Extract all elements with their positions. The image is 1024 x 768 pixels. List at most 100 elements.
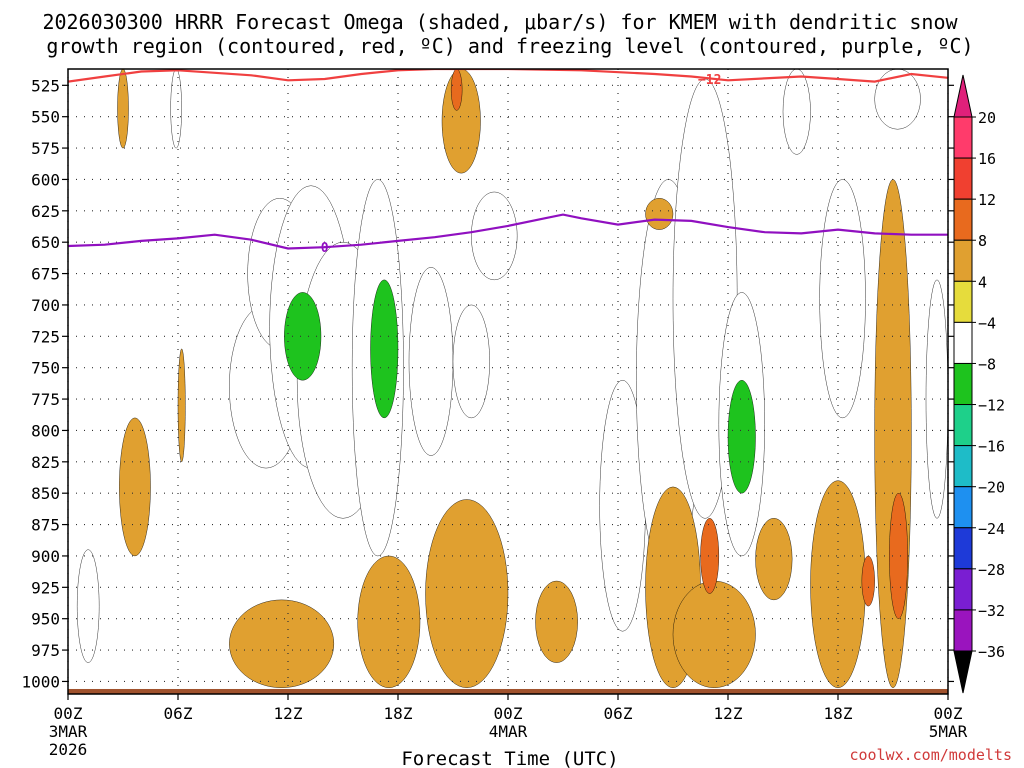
chart-title-line-2: growth region (contoured, red, ºC) and f… [46,34,973,58]
omega-region-22 [535,580,578,663]
omega-region-12 [782,69,811,155]
omega-region-38 [861,555,875,607]
y-tick-label-875: 875 [31,516,60,535]
colorbar-label-10: −24 [978,520,1005,538]
y-tick-label-950: 950 [31,610,60,629]
omega-region-33 [370,279,399,419]
colorbar-swatch-7 [953,404,973,447]
x-tick-date-24: 4MAR [489,722,528,741]
omega-region-30 [177,348,186,463]
y-tick-label-900: 900 [31,547,60,566]
omega-region-5 [408,267,454,456]
y-tick-label-750: 750 [31,359,60,378]
colorbar-label-1: 16 [978,150,996,168]
colorbar-label-13: −36 [978,643,1005,661]
omega-region-7 [471,191,518,281]
colorbar-label-2: 12 [978,191,996,209]
omega-region-37 [889,492,908,619]
colorbar-label-8: −16 [978,438,1005,456]
colorbar-swatch-2 [953,198,973,241]
x-tick-label-48: 00Z [934,704,963,723]
colorbar-swatch-0 [953,116,973,159]
x-tick-label-36: 12Z [714,704,743,723]
omega-region-16 [76,549,100,663]
colorbar-swatch-4 [953,280,973,323]
omega-region-34 [727,380,756,494]
omega-region-31 [645,198,674,230]
colorbar-label-11: −28 [978,561,1005,579]
colorbar-swatch-8 [953,445,973,488]
omega-region-27 [874,179,912,688]
colorbar-top-arrow [953,74,973,118]
y-tick-label-775: 775 [31,390,60,409]
credit-text: coolwx.com/modelts [849,746,1012,764]
colorbar-swatch-12 [953,609,973,652]
y-tick-label-700: 700 [31,296,60,315]
x-tick-label-0: 00Z [54,704,83,723]
x-tick-label-30: 06Z [604,704,633,723]
colorbar-label-9: −20 [978,479,1005,497]
x-axis-label: Forecast Time (UTC) [401,748,618,768]
y-tick-label-1000: 1000 [21,672,60,691]
colorbar-label-4: 4 [978,273,987,291]
colorbar-swatch-5 [953,321,973,364]
y-tick-label-600: 600 [31,170,60,189]
colorbar-swatch-11 [953,568,973,611]
ground-surface [68,688,948,694]
dendritic-growth-contour-line [68,69,948,83]
contour-lines: 0 −12 [68,69,948,256]
y-tick-label-725: 725 [31,327,60,346]
chart-title-line-1: 2026030300 HRRR Forecast Omega (shaded, … [42,10,958,34]
dendritic-growth-contour-label: −12 [698,73,721,88]
omega-region-25 [755,518,793,601]
colorbar-swatch-9 [953,486,973,529]
y-tick-label-825: 825 [31,453,60,472]
colorbar-label-12: −32 [978,602,1005,620]
omega-region-19 [357,555,421,688]
omega-region-17 [170,69,182,149]
colorbar-swatch-1 [953,157,973,200]
omega-region-32 [284,292,322,381]
y-tick-label-675: 675 [31,265,60,284]
y-tick-label-550: 550 [31,108,60,127]
omega-shaded-regions [76,69,948,688]
grid-lines [67,69,949,694]
omega-region-18 [229,599,335,688]
omega-region-29 [117,69,129,149]
x-tick-date-48: 5MAR [929,722,968,741]
x-tick-label-24: 00Z [494,704,523,723]
freezing-level-contour-label: 0 [321,241,329,256]
y-axis-ticks: 525 550 575 600 625 650 675 700 725 750 775 800 825 8… [21,76,954,691]
x-tick-label-18: 18Z [384,704,413,723]
omega-region-28 [119,417,151,557]
colorbar-label-5: −4 [978,314,996,332]
y-tick-label-625: 625 [31,202,60,221]
colorbar-swatch-10 [953,527,973,570]
colorbar-swatch-6 [953,362,973,406]
colorbar-swatch-3 [953,239,973,282]
y-tick-label-975: 975 [31,641,60,660]
colorbar-label-6: −8 [978,355,996,373]
x-tick-year-0: 2026 [49,740,88,759]
x-tick-label-6: 06Z [164,704,193,723]
omega-region-26 [810,480,866,688]
colorbar-legend: 20 16 12 8 4 −4 −8 −12 −16 −20 −24 −28 −32 −36 [953,74,1005,694]
y-tick-label-925: 925 [31,578,60,597]
y-tick-label-850: 850 [31,484,60,503]
omega-region-13 [819,179,866,419]
y-tick-label-650: 650 [31,233,60,252]
x-tick-label-42: 18Z [824,704,853,723]
y-tick-label-800: 800 [31,421,60,440]
x-tick-label-12: 12Z [274,704,303,723]
omega-region-15 [925,279,948,519]
freezing-level-contour-line [68,213,948,250]
colorbar-label-7: −12 [978,397,1005,415]
y-tick-label-575: 575 [31,139,60,158]
x-tick-date-0: 3MAR [49,722,88,741]
colorbar-bottom-arrow [953,650,973,694]
omega-region-20 [425,499,509,688]
omega-region-24 [672,580,756,688]
omega-region-35 [450,69,463,111]
omega-region-6 [452,304,490,419]
